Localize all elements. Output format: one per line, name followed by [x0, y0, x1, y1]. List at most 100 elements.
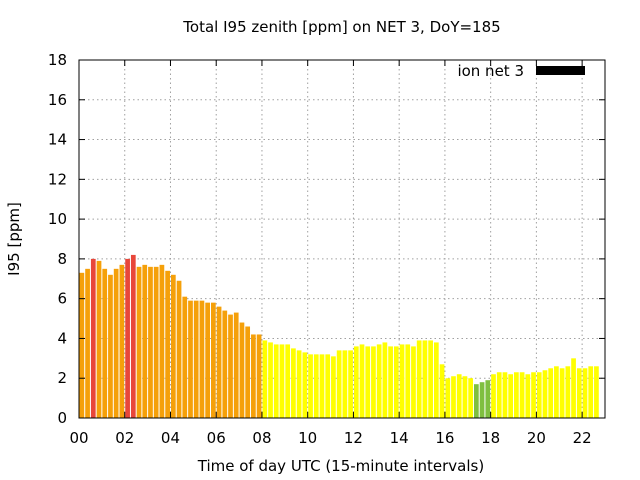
x-tick-label: 02	[115, 429, 134, 447]
bar	[199, 300, 205, 418]
bar	[439, 364, 445, 418]
bar	[353, 346, 359, 418]
bar	[525, 374, 531, 418]
bar	[182, 296, 188, 418]
y-tick-label: 2	[57, 369, 67, 387]
bar	[176, 280, 182, 418]
bar	[496, 372, 502, 418]
bar	[576, 368, 582, 418]
bar	[365, 346, 371, 418]
x-tick-label: 14	[390, 429, 409, 447]
bar	[205, 302, 210, 418]
x-axis-label: Time of day UTC (15-minute intervals)	[197, 457, 484, 475]
bars	[79, 254, 599, 418]
bar	[388, 346, 393, 418]
bar	[542, 370, 548, 418]
chart-title: Total I95 zenith [ppm] on NET 3, DoY=185	[182, 18, 500, 36]
bar	[462, 376, 468, 418]
y-tick-label: 18	[48, 51, 67, 69]
bar	[445, 378, 451, 418]
bar	[211, 302, 216, 418]
bar	[331, 356, 336, 418]
bar	[165, 270, 170, 418]
bar	[291, 348, 296, 418]
x-tick-label: 06	[207, 429, 226, 447]
bar	[239, 322, 245, 418]
bar	[159, 264, 165, 418]
bar	[296, 350, 302, 418]
bar	[325, 354, 331, 418]
bar	[193, 300, 199, 418]
bar	[125, 258, 130, 418]
grid-lines	[79, 60, 605, 418]
bar	[582, 368, 588, 418]
bar	[393, 346, 399, 418]
bar	[342, 350, 348, 418]
bar	[136, 266, 142, 418]
bar	[302, 352, 308, 418]
bar	[536, 372, 542, 418]
bar	[594, 366, 599, 418]
x-tick-label: 16	[435, 429, 454, 447]
bar	[216, 306, 222, 418]
bar	[502, 372, 508, 418]
bar	[554, 366, 559, 418]
bar	[571, 358, 576, 418]
bar	[411, 346, 416, 418]
y-tick-label: 10	[48, 210, 67, 228]
y-tick-label: 12	[48, 170, 67, 188]
bar	[456, 374, 462, 418]
y-tick-label: 4	[57, 329, 67, 347]
x-tick-label: 04	[161, 429, 180, 447]
bar	[130, 254, 136, 418]
legend-swatch	[536, 66, 585, 75]
bar	[451, 376, 456, 418]
bar	[474, 384, 479, 418]
bar	[102, 268, 108, 418]
bar	[348, 350, 353, 418]
bar	[359, 344, 365, 418]
bar	[285, 344, 291, 418]
bar	[479, 382, 485, 418]
bar	[405, 344, 411, 418]
x-tick-label: 00	[69, 429, 88, 447]
bar	[96, 260, 102, 418]
bar	[491, 374, 496, 418]
bar	[262, 340, 268, 418]
bar	[222, 310, 228, 418]
legend: ion net 3	[457, 62, 585, 80]
bar	[428, 340, 433, 418]
x-tick-label: 22	[573, 429, 592, 447]
bar	[108, 274, 113, 418]
bar	[313, 354, 319, 418]
bar	[79, 272, 85, 418]
plot-frame	[78, 59, 606, 419]
bar	[399, 344, 405, 418]
x-tick-label: 18	[481, 429, 500, 447]
bar	[153, 266, 159, 418]
legend-label: ion net 3	[457, 62, 524, 80]
bar	[170, 274, 176, 418]
bar	[251, 334, 256, 418]
bar	[336, 350, 342, 418]
y-axis-label: I95 [ppm]	[5, 202, 23, 276]
bar	[433, 342, 439, 418]
bar	[273, 344, 279, 418]
y-tick-label: 16	[48, 91, 67, 109]
bar	[148, 266, 153, 418]
bar	[113, 268, 119, 418]
bar	[514, 372, 519, 418]
x-tick-label: 12	[344, 429, 363, 447]
bar	[559, 368, 565, 418]
bar	[90, 258, 96, 418]
bar	[256, 334, 262, 418]
bar	[588, 366, 594, 418]
bar	[85, 268, 90, 418]
x-tick-label: 20	[527, 429, 546, 447]
y-tick-label: 0	[57, 409, 67, 427]
x-tick-label: 10	[298, 429, 317, 447]
bar	[268, 342, 273, 418]
bar	[279, 344, 285, 418]
